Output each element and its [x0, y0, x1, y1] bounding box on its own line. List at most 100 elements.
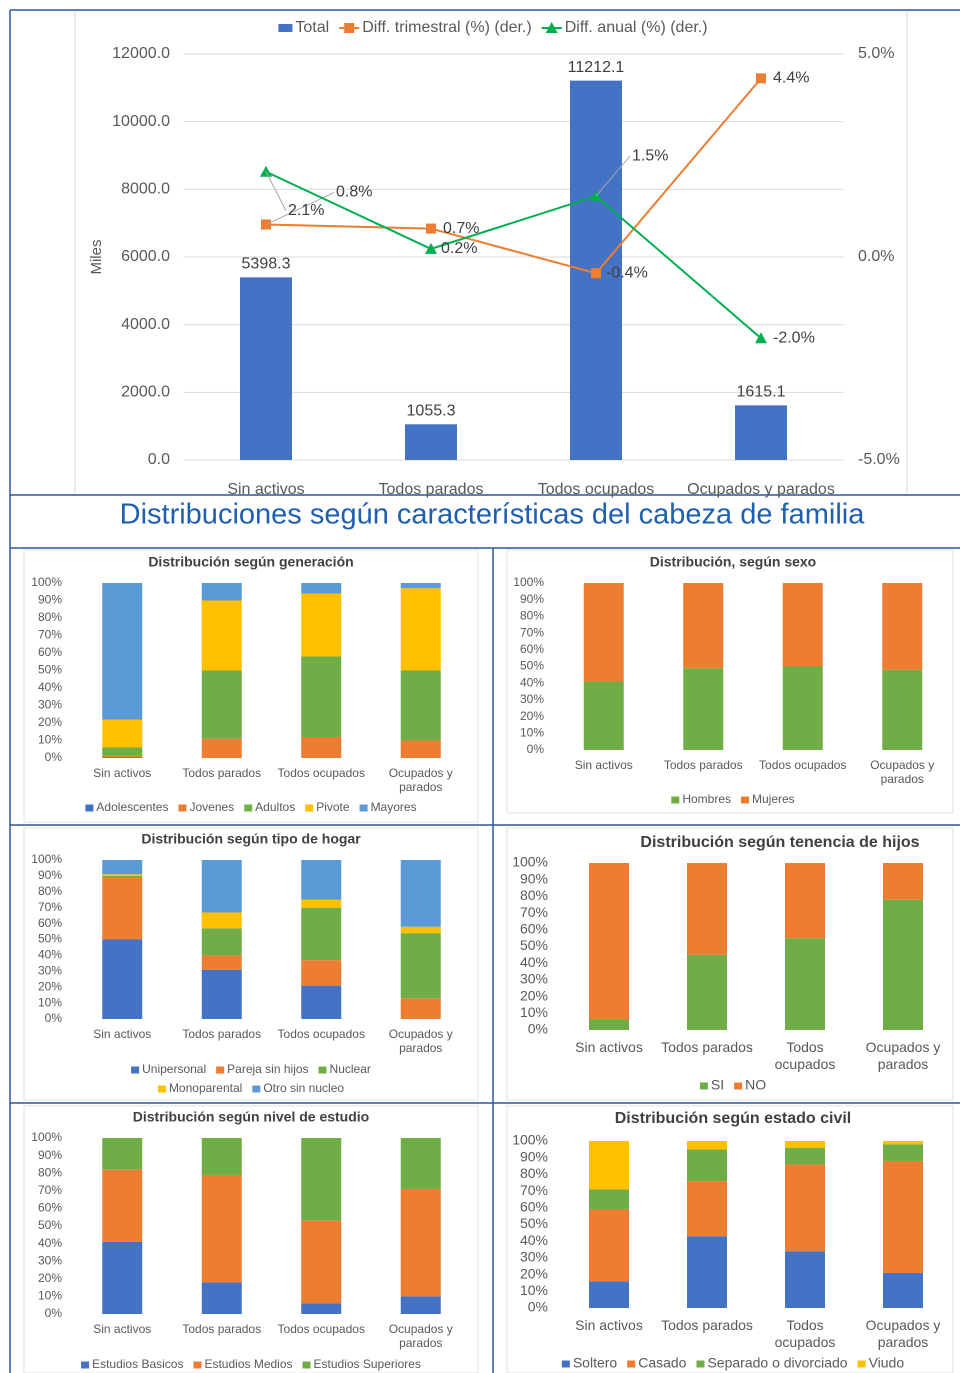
bar-segment	[400, 588, 441, 671]
data-label: -2.0%	[773, 329, 815, 346]
y-tick-label: 20%	[520, 709, 544, 723]
data-label: 1055.3	[407, 403, 456, 420]
bar-segment	[400, 740, 441, 758]
x-tick-label-box: Todos parados	[182, 766, 261, 780]
y-tick-label: 70%	[38, 1183, 62, 1197]
x-tick-label: Todos parados	[182, 1322, 262, 1336]
y-tick-label: 0%	[45, 750, 63, 764]
x-tick-label-box: Sin activos	[575, 1317, 643, 1333]
bar-segment	[301, 985, 342, 1019]
y-tick-label: 10%	[520, 1004, 548, 1020]
y-tick-label: 70%	[520, 904, 548, 920]
legend-label: Unipersonal	[142, 1062, 206, 1076]
y-tick-label: 90%	[38, 868, 62, 882]
bar-segment	[301, 583, 342, 594]
legend-label: Monoparental	[169, 1081, 242, 1095]
y-tick-label: 90%	[520, 1148, 548, 1164]
bar-segment	[883, 1161, 923, 1273]
bar-segment	[785, 938, 825, 1030]
y-tick-label: 30%	[38, 963, 62, 977]
data-label: 0.7%	[443, 220, 479, 237]
x-tick-label-box: Todos parados	[664, 758, 743, 772]
bar-segment	[687, 1149, 727, 1182]
bar-segment	[583, 681, 624, 750]
bar-segment	[400, 998, 441, 1019]
x-tick-label: Todos ocupados	[759, 758, 847, 772]
y-tick-label: 20%	[520, 1265, 548, 1281]
bar-segment	[683, 668, 724, 750]
y-tick-label: 70%	[520, 625, 544, 639]
y-tick-label: 50%	[38, 1218, 62, 1232]
legend-swatch	[81, 1361, 90, 1369]
line-marker	[260, 165, 272, 177]
y-tick-label: 80%	[38, 1165, 62, 1179]
x-tick-label-box: Sin activos	[227, 481, 304, 498]
legend-label: Estudios Medios	[204, 1357, 292, 1371]
x-tick-label-box: Todos ocupados	[278, 1027, 365, 1041]
x-tick-label: Todos parados	[182, 1027, 262, 1041]
x-tick-label: Todos parados	[378, 481, 484, 498]
y-tick-label: 20%	[38, 715, 62, 729]
bar-segment	[102, 939, 143, 1019]
x-tick-label-box: Sin activos	[574, 758, 633, 772]
legend-swatch	[344, 23, 355, 33]
bar-segment	[201, 670, 242, 739]
data-label: 2.1%	[288, 202, 324, 219]
chart-area	[23, 827, 479, 1101]
x-tick-label-box: Sin activos	[93, 766, 151, 780]
legend-label: Pivote	[316, 800, 350, 814]
bar-segment	[683, 583, 724, 669]
y-tick-label: 90%	[520, 592, 544, 606]
legend-label: Pareja sin hijos	[227, 1062, 308, 1076]
y-tick-label: 0.0	[148, 451, 170, 468]
y-tick-label: 20%	[38, 979, 62, 993]
y-tick-label: 60%	[38, 916, 62, 930]
y-tick-label: 50%	[520, 1215, 548, 1231]
bar-segment	[687, 863, 727, 955]
bar-segment	[583, 583, 624, 682]
bar-segment	[201, 955, 242, 970]
chart-title: Distribución según nivel de estudio	[133, 1109, 369, 1125]
x-tick-label: Ocupados y parados	[388, 1027, 453, 1056]
legend-swatch	[741, 796, 749, 804]
y-tick-label: 80%	[520, 887, 548, 903]
bar-segment	[301, 1220, 342, 1304]
chart-area	[506, 1105, 954, 1373]
bar-segment	[883, 863, 923, 900]
x-tick-label: Ocupados y parados	[388, 1322, 453, 1351]
bar-segment	[102, 875, 143, 878]
bar-segment	[102, 1138, 143, 1170]
bar-segment	[687, 1236, 727, 1308]
bar-segment	[782, 666, 823, 750]
y-tick-label: 50%	[38, 932, 62, 946]
x-tick-label: Sin activos	[93, 1322, 152, 1336]
bar-segment	[400, 583, 441, 589]
line-marker	[425, 242, 437, 254]
bar-segment	[301, 960, 342, 986]
y-tick-label: 10%	[38, 733, 62, 747]
bar-segment	[589, 1019, 629, 1030]
bar-segment	[102, 583, 143, 720]
bar-segment	[201, 1138, 242, 1175]
y-tick-label: 10%	[520, 725, 544, 739]
bar-segment	[201, 912, 242, 929]
x-tick-label: Sin activos	[574, 758, 633, 772]
y-tick-label: 10%	[38, 995, 62, 1009]
legend-swatch	[627, 1360, 636, 1368]
x-tick-label: Todos parados	[661, 1317, 753, 1333]
y-tick-label: 0%	[528, 1021, 548, 1037]
legend-label: Adolescentes	[96, 800, 168, 814]
x-tick-label-box: Ocupados y parados	[870, 758, 934, 786]
y-tick-label: 40%	[520, 1232, 548, 1248]
y-axis-label: Miles	[88, 239, 105, 274]
x-tick-label-box: Todos parados	[182, 1027, 262, 1041]
y-tick-label: 12000.0	[112, 45, 170, 62]
chart-area	[23, 1105, 479, 1373]
line-marker	[756, 73, 766, 84]
y-tick-label: 30%	[520, 692, 544, 706]
bar-segment	[589, 1281, 629, 1308]
chart-area	[23, 549, 479, 823]
y-tick-label: 20%	[38, 1271, 62, 1285]
bar-segment	[589, 1189, 629, 1210]
y-tick-label: 40%	[520, 675, 544, 689]
